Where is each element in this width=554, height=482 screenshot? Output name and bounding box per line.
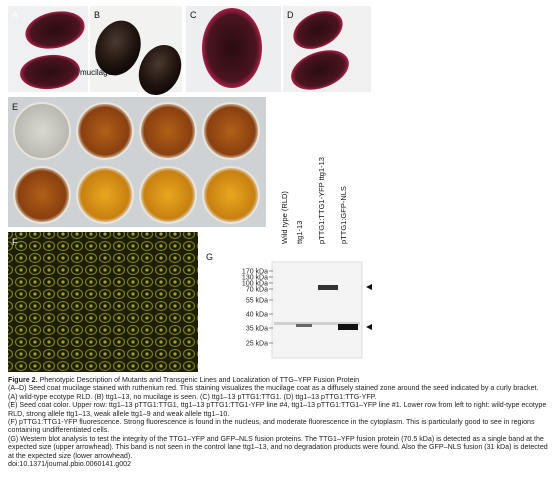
marker-label: 55 kDa xyxy=(246,298,268,305)
caption-paragraph: (E) Seed coat color. Upper row: ttg1–13 … xyxy=(8,401,547,418)
figure-label: Figure 2. xyxy=(8,376,38,384)
band xyxy=(318,285,338,290)
band xyxy=(296,324,312,327)
marker-label: 70 kDa xyxy=(246,287,268,294)
panel-label: A xyxy=(12,10,18,20)
seed xyxy=(25,11,85,49)
marker-label: 35 kDa xyxy=(246,326,268,333)
doi: doi:10.1371/journal.pbio.0060141.g002 xyxy=(8,460,132,469)
arrowhead xyxy=(366,284,372,290)
caption: Figure 2. Phenotypic Description of Muta… xyxy=(8,376,548,468)
panel-label: C xyxy=(190,10,197,20)
dish xyxy=(13,166,71,224)
lane-labels: Wild type (RLD) ttg1-13 pTTG1:TTG1-YFP ttg… xyxy=(280,157,348,244)
bracket xyxy=(75,67,78,77)
seed xyxy=(291,50,349,90)
panel-label: D xyxy=(287,10,294,20)
photo-f xyxy=(8,232,198,372)
figure-heading: Phenotypic Description of Mutants and Tr… xyxy=(39,376,360,384)
caption-paragraph: (F) pTTG1:TTG1-YFP fluorescence. Strong … xyxy=(8,418,535,435)
dish xyxy=(139,102,197,160)
dish xyxy=(76,102,134,160)
marker-label: 130 kDa xyxy=(242,275,268,282)
marker-label: 170 kDa xyxy=(242,269,268,276)
annotation: mucilage xyxy=(80,68,113,77)
caption-body: (A–D) Seed coat mucilage stained with ru… xyxy=(8,384,548,460)
lane-label: pTTG1:TTG1-YFP ttg1-13 xyxy=(317,157,326,244)
lane-label: pTTG1:GFP-NLS xyxy=(339,186,348,244)
seed xyxy=(95,20,141,76)
blot xyxy=(271,261,363,359)
panel-label: E xyxy=(12,102,18,112)
lane-label: ttg1-13 xyxy=(295,221,304,244)
panel-label: B xyxy=(94,10,100,20)
seed xyxy=(20,54,80,90)
seed xyxy=(293,11,343,49)
band xyxy=(274,322,360,325)
lane-label: Wild type (RLD) xyxy=(280,191,289,244)
dish xyxy=(139,166,197,224)
marker-label: 100 kDa xyxy=(242,281,268,288)
dish-grid xyxy=(13,102,260,224)
dish xyxy=(76,166,134,224)
panel-label: F xyxy=(12,237,18,247)
caption-title: Figure 2. Phenotypic Description of Muta… xyxy=(8,376,548,384)
band xyxy=(338,324,358,330)
dish xyxy=(202,102,260,160)
marker-label: 40 kDa xyxy=(246,312,268,319)
marker-label: 25 kDa xyxy=(246,341,268,348)
dish xyxy=(202,166,260,224)
panel-label: G xyxy=(206,252,213,262)
arrowhead xyxy=(366,324,372,330)
caption-paragraph: (A–D) Seed coat mucilage stained with ru… xyxy=(8,384,539,401)
dish xyxy=(13,102,71,160)
seed xyxy=(138,44,182,96)
seed xyxy=(202,8,262,88)
caption-paragraph: (G) Western blot analysis to test the in… xyxy=(8,434,548,460)
